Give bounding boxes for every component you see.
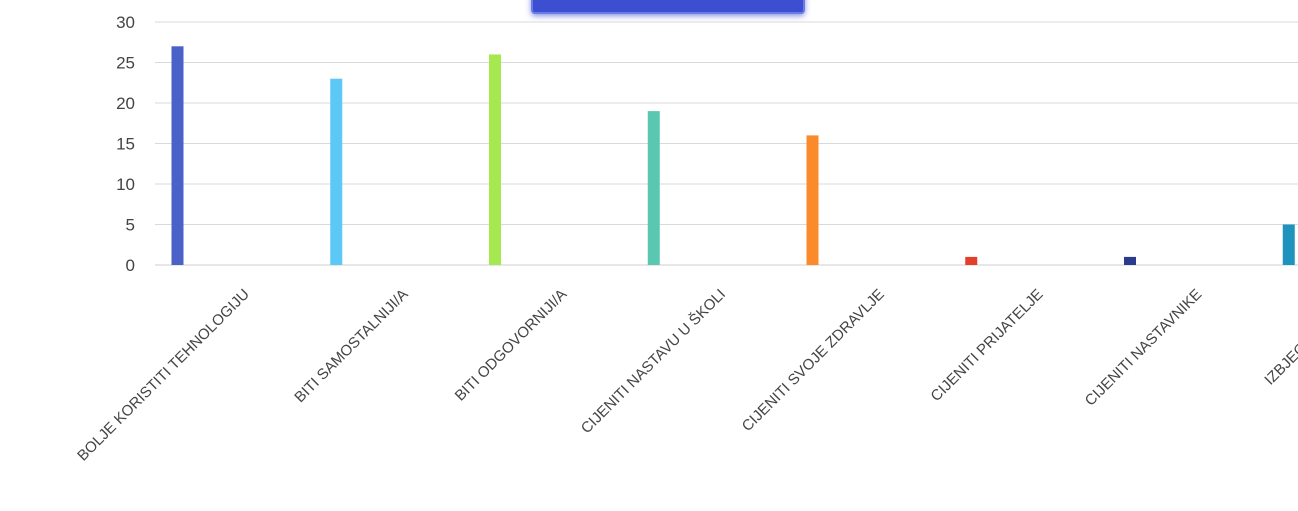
y-tick-label: 10 [116, 175, 135, 194]
y-tick-label: 20 [116, 94, 135, 113]
bar [489, 54, 501, 266]
x-tick-label: CIJENITI SVOJE ZDRAVLJE [739, 286, 888, 435]
bar [330, 78, 343, 265]
x-tick-label: BITI SAMOSTALNIJI/A [291, 286, 411, 406]
x-tick-label: CIJENITI NASTAVNIKE [1082, 286, 1206, 410]
x-tick-label: BITI ODGOVORNIJI/A [452, 286, 571, 405]
y-tick-label: 25 [116, 54, 135, 73]
y-tick-label: 30 [116, 13, 135, 32]
x-tick-label: IZBJEGAVATI RAD [1261, 286, 1298, 389]
bar [965, 256, 978, 265]
legend-box [531, 0, 805, 14]
x-tick-label: CIJENITI NASTAVU U ŠKOLI [578, 286, 729, 437]
y-tick-label: 5 [126, 216, 135, 235]
y-tick-label: 15 [116, 135, 135, 154]
bar [647, 111, 660, 265]
bar [806, 135, 819, 265]
y-tick-label: 0 [126, 256, 135, 275]
bar [1124, 256, 1136, 265]
bar [1282, 224, 1295, 265]
x-tick-label: CIJENITI PRIJATELJE [927, 286, 1046, 405]
bar [171, 46, 184, 265]
x-tick-label: BOLJE KORISTITI TEHNOLOGIJU [74, 286, 253, 465]
